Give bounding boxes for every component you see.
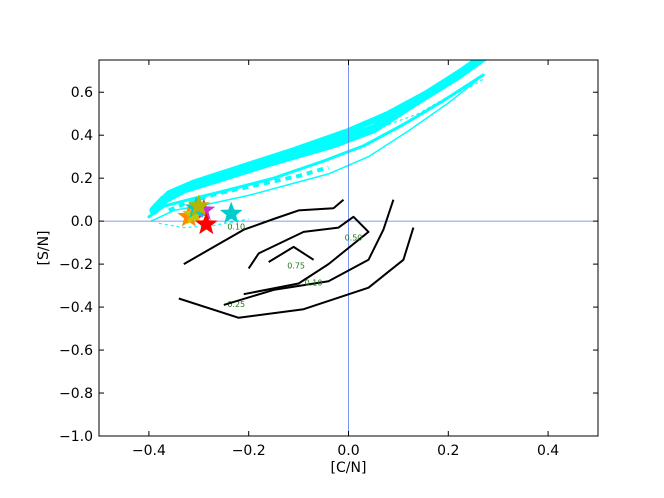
contour-line-0 xyxy=(268,245,315,263)
contour-line-4 xyxy=(178,227,415,319)
y-tick-label: 0.0 xyxy=(71,214,93,230)
x-tick-label: 0.0 xyxy=(337,443,359,459)
y-tick-label: −0.2 xyxy=(59,257,93,273)
contour-line-2 xyxy=(183,198,345,265)
y-tick-label: −1.0 xyxy=(59,429,93,445)
x-axis-ticks: −0.4 −0.2 0.0 0.2 0.4 xyxy=(132,60,559,459)
y-tick-label: −0.8 xyxy=(59,386,93,402)
track-dashed-2 xyxy=(388,78,484,126)
y-tick-label: 0.2 xyxy=(71,171,93,187)
star-marker-6 xyxy=(194,212,218,235)
y-axis-ticks: −1.0 −0.8 −0.6 −0.4 −0.2 0.0 0.2 0.4 0.6 xyxy=(59,85,598,445)
track-line-1 xyxy=(150,60,486,212)
tracks-group xyxy=(147,60,487,229)
contours-group: 0.75 0.50 0.25 0.10 0.10 xyxy=(178,198,415,319)
y-tick-label: 0.6 xyxy=(71,85,93,101)
x-tick-label: −0.4 xyxy=(132,443,166,459)
star-marker-5 xyxy=(187,194,211,216)
contour-label-5: 0.10 xyxy=(227,223,245,232)
contour-line-1 xyxy=(243,215,370,296)
contour-label-0: 0.75 xyxy=(287,261,305,270)
x-tick-label: 0.2 xyxy=(437,443,459,459)
contour-label-4: 0.10 xyxy=(305,279,323,288)
track-line-0 xyxy=(149,60,487,215)
stars-group xyxy=(177,194,243,235)
x-axis-label: [C/N] xyxy=(331,460,367,476)
y-tick-label: −0.6 xyxy=(59,343,93,359)
star-marker-4 xyxy=(219,201,243,224)
contour-label-1: 0.50 xyxy=(345,233,363,242)
contour-label-2: 0.25 xyxy=(227,300,245,309)
y-axis-label: [S/N] xyxy=(36,231,52,266)
track-line-2 xyxy=(147,73,485,219)
y-tick-label: 0.4 xyxy=(71,128,93,144)
track-dashed-1 xyxy=(158,218,249,229)
y-tick-label: −0.4 xyxy=(59,300,93,316)
x-tick-label: −0.2 xyxy=(232,443,266,459)
x-tick-label: 0.4 xyxy=(537,443,559,459)
contour-line-3 xyxy=(223,199,395,306)
